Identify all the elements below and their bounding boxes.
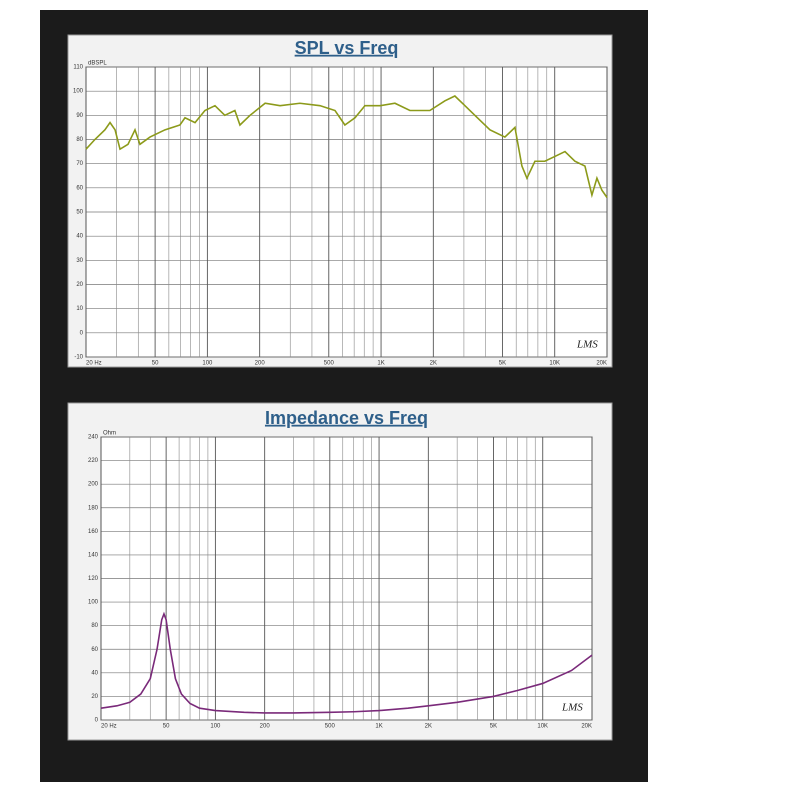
y-tick-label: -10 xyxy=(74,355,83,361)
y-tick-label: 40 xyxy=(76,234,83,240)
y-tick-label: 200 xyxy=(88,482,99,488)
y-tick-label: 50 xyxy=(76,210,83,216)
x-tick-label: 20K xyxy=(596,361,607,367)
x-tick-label: 2K xyxy=(430,361,437,367)
chart-title: Impedance vs Freq xyxy=(265,408,428,428)
y-tick-label: 110 xyxy=(73,65,83,71)
logo-annotation: LMS xyxy=(561,702,583,714)
y-tick-label: 180 xyxy=(88,505,99,511)
y-tick-label: 100 xyxy=(88,600,99,606)
x-tick-label: 10K xyxy=(549,361,560,367)
x-tick-label: 5K xyxy=(490,724,497,730)
y-tick-label: 0 xyxy=(80,330,84,336)
x-tick-label: 20 Hz xyxy=(101,724,117,730)
x-tick-label: 50 xyxy=(163,724,170,730)
y-tick-label: 60 xyxy=(91,647,98,653)
y-tick-label: 90 xyxy=(76,113,83,119)
y-axis-label: Ohm xyxy=(103,431,116,437)
x-tick-label: 2K xyxy=(425,724,432,730)
y-axis-label: dBSPL xyxy=(88,61,107,67)
y-tick-label: 60 xyxy=(76,185,83,191)
logo-annotation: LMS xyxy=(576,339,598,351)
x-tick-label: 10K xyxy=(537,724,548,730)
y-tick-label: 160 xyxy=(88,529,99,535)
x-tick-label: 200 xyxy=(260,724,271,730)
x-tick-label: 20K xyxy=(581,724,592,730)
x-tick-label: 50 xyxy=(152,361,159,367)
y-tick-label: 10 xyxy=(76,306,83,312)
x-tick-label: 20 Hz xyxy=(86,361,102,367)
y-tick-label: 70 xyxy=(76,161,83,167)
y-tick-label: 100 xyxy=(73,89,84,95)
y-tick-label: 20 xyxy=(91,694,98,700)
x-tick-label: 200 xyxy=(255,361,266,367)
y-tick-label: 40 xyxy=(91,670,98,676)
x-tick-label: 500 xyxy=(324,361,335,367)
y-tick-label: 140 xyxy=(88,552,99,558)
data-line xyxy=(85,95,608,199)
y-tick-label: 0 xyxy=(95,718,99,724)
x-tick-label: 5K xyxy=(499,361,506,367)
x-tick-label: 100 xyxy=(210,724,221,730)
x-tick-label: 500 xyxy=(325,724,336,730)
y-tick-label: 120 xyxy=(88,576,99,582)
x-tick-label: 1K xyxy=(375,724,382,730)
y-tick-label: 30 xyxy=(76,258,83,264)
data-line xyxy=(100,611,593,714)
x-tick-label: 100 xyxy=(202,361,213,367)
y-tick-label: 220 xyxy=(88,458,99,464)
y-tick-label: 80 xyxy=(91,623,98,629)
x-tick-label: 1K xyxy=(377,361,384,367)
y-tick-label: 80 xyxy=(76,137,83,143)
y-tick-label: 20 xyxy=(76,282,83,288)
y-tick-label: 240 xyxy=(88,435,99,441)
chart-title: SPL vs Freq xyxy=(295,38,399,58)
